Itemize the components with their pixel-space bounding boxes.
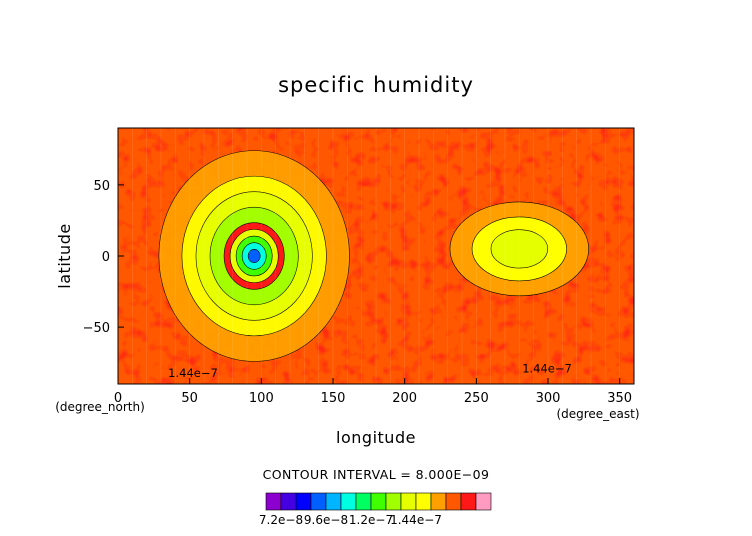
colorbar-swatch [310,492,327,511]
colorbar-swatch [475,492,492,511]
x-tick-label: 0 [114,391,122,406]
contour-band [490,229,549,269]
colorbar-swatch [460,492,477,511]
colorbar-swatch [265,492,282,511]
y-tick-label: 0 [102,250,110,265]
colorbar [265,492,492,511]
colorbar-swatch [445,492,462,511]
contour-label: 1.44e−7 [522,362,572,376]
x-tick-label: 50 [181,391,198,406]
y-axis-unit: (degree_north) [55,400,145,414]
colorbar-label: 7.2e−8 [259,513,303,527]
x-tick-label: 150 [321,391,346,406]
chart-title: specific humidity [278,73,474,97]
colorbar-label: 1.2e−7 [349,513,393,527]
colorbar-swatch [370,492,387,511]
colorbar-swatch [385,492,402,511]
y-axis-ticks: 50 0 −50 [83,179,124,336]
colorbar-swatch [295,492,312,511]
x-tick-label: 300 [536,391,561,406]
colorbar-swatch [280,492,297,511]
contour-band [247,249,261,263]
x-tick-label: 350 [607,391,632,406]
colorbar-swatch [325,492,342,511]
x-axis-ticks: 0 50 100 150 200 250 300 350 [114,378,632,406]
x-tick-label: 200 [392,391,417,406]
colorbar-swatch [415,492,432,511]
colorbar-labels: 7.2e−8 9.6e−8 1.2e−71.44e−7 [259,513,442,527]
x-tick-label: 100 [249,391,274,406]
colorbar-label: 9.6e−8 [304,513,348,527]
colorbar-swatch [355,492,372,511]
y-tick-label: 50 [93,179,110,194]
y-axis-label: latitude [55,223,74,288]
colorbar-swatch [430,492,447,511]
colorbar-swatch [400,492,417,511]
plot-area: 1.44e−7 1.44e−7 [118,128,634,384]
contour-label: 1.44e−7 [168,366,218,380]
x-axis-label: longitude [336,428,416,447]
x-tick-label: 250 [464,391,489,406]
x-axis-unit: (degree_east) [556,407,639,421]
colorbar-label: 1.44e−7 [390,513,442,527]
contour-interval-label: CONTOUR INTERVAL = 8.000E−09 [263,467,490,482]
y-tick-label: −50 [83,321,110,336]
colorbar-swatch [340,492,357,511]
